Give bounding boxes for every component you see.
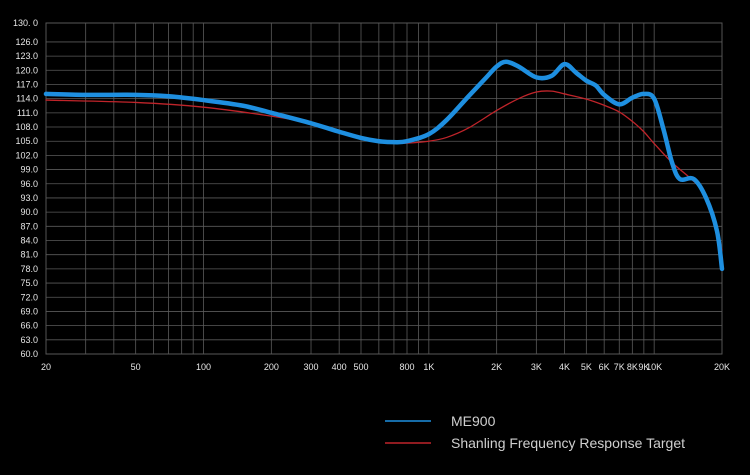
x-tick-label: 7K (614, 362, 625, 372)
legend: ME900 Shanling Frequency Response Target (385, 413, 685, 451)
x-tick-label: 6K (599, 362, 610, 372)
y-tick-labels: 60.0 63.0 66.0 69.0 72.0 75.0 78.0 81.0 84.0 87.0… (13, 18, 38, 359)
series-lines (43, 59, 725, 272)
y-tick-label: 63.0 (20, 335, 38, 345)
y-tick-label: 60.0 (20, 349, 38, 359)
y-tick-label: 81.0 (20, 250, 38, 260)
y-tick-label: 108.0 (15, 122, 38, 132)
y-tick-label: 126.0 (15, 37, 38, 47)
x-tick-label: 3K (531, 362, 542, 372)
x-tick-label: 9K (638, 362, 649, 372)
x-tick-label: 2K (491, 362, 502, 372)
x-tick-labels: 20 50 100 200 300 400 500 800 1K 2K 3K 4K 5K 6K 7K 8K 9K… (41, 362, 730, 372)
y-tick-label: 90.0 (20, 207, 38, 217)
legend-label-me900: ME900 (451, 413, 496, 429)
x-tick-label: 1K (423, 362, 434, 372)
y-tick-label: 130. 0 (13, 18, 38, 28)
y-tick-label: 69.0 (20, 306, 38, 316)
y-tick-label: 123.0 (15, 51, 38, 61)
y-tick-label: 99.0 (20, 165, 38, 175)
x-tick-label: 4K (559, 362, 570, 372)
plot-area (45, 22, 723, 355)
x-tick-label: 200 (264, 362, 279, 372)
y-tick-label: 87.0 (20, 221, 38, 231)
y-tick-label: 93.0 (20, 193, 38, 203)
y-tick-label: 84.0 (20, 236, 38, 246)
x-tick-label: 500 (353, 362, 368, 372)
x-tick-label: 800 (399, 362, 414, 372)
x-tick-label: 20 (41, 362, 51, 372)
legend-label-target: Shanling Frequency Response Target (451, 435, 685, 451)
y-tick-label: 102.0 (15, 150, 38, 160)
y-tick-label: 105.0 (15, 136, 38, 146)
x-tick-label: 300 (303, 362, 318, 372)
y-tick-label: 120.0 (15, 65, 38, 75)
x-tick-label: 10K (646, 362, 662, 372)
series-line-me900 (43, 59, 725, 272)
x-tick-label: 20K (714, 362, 730, 372)
x-tick-label: 50 (131, 362, 141, 372)
x-tick-label: 5K (581, 362, 592, 372)
y-tick-label: 117.0 (16, 79, 38, 89)
y-tick-label: 66.0 (20, 321, 38, 331)
y-tick-label: 72.0 (20, 292, 38, 302)
y-tick-label: 114.0 (16, 94, 38, 104)
y-tick-label: 111.0 (17, 108, 38, 118)
x-tick-label: 100 (196, 362, 211, 372)
y-tick-label: 75.0 (20, 278, 38, 288)
y-tick-label: 78.0 (20, 264, 38, 274)
vertical-grid (85, 23, 655, 354)
x-tick-label: 400 (332, 362, 347, 372)
x-tick-label: 8K (627, 362, 638, 372)
y-tick-label: 96.0 (20, 179, 38, 189)
